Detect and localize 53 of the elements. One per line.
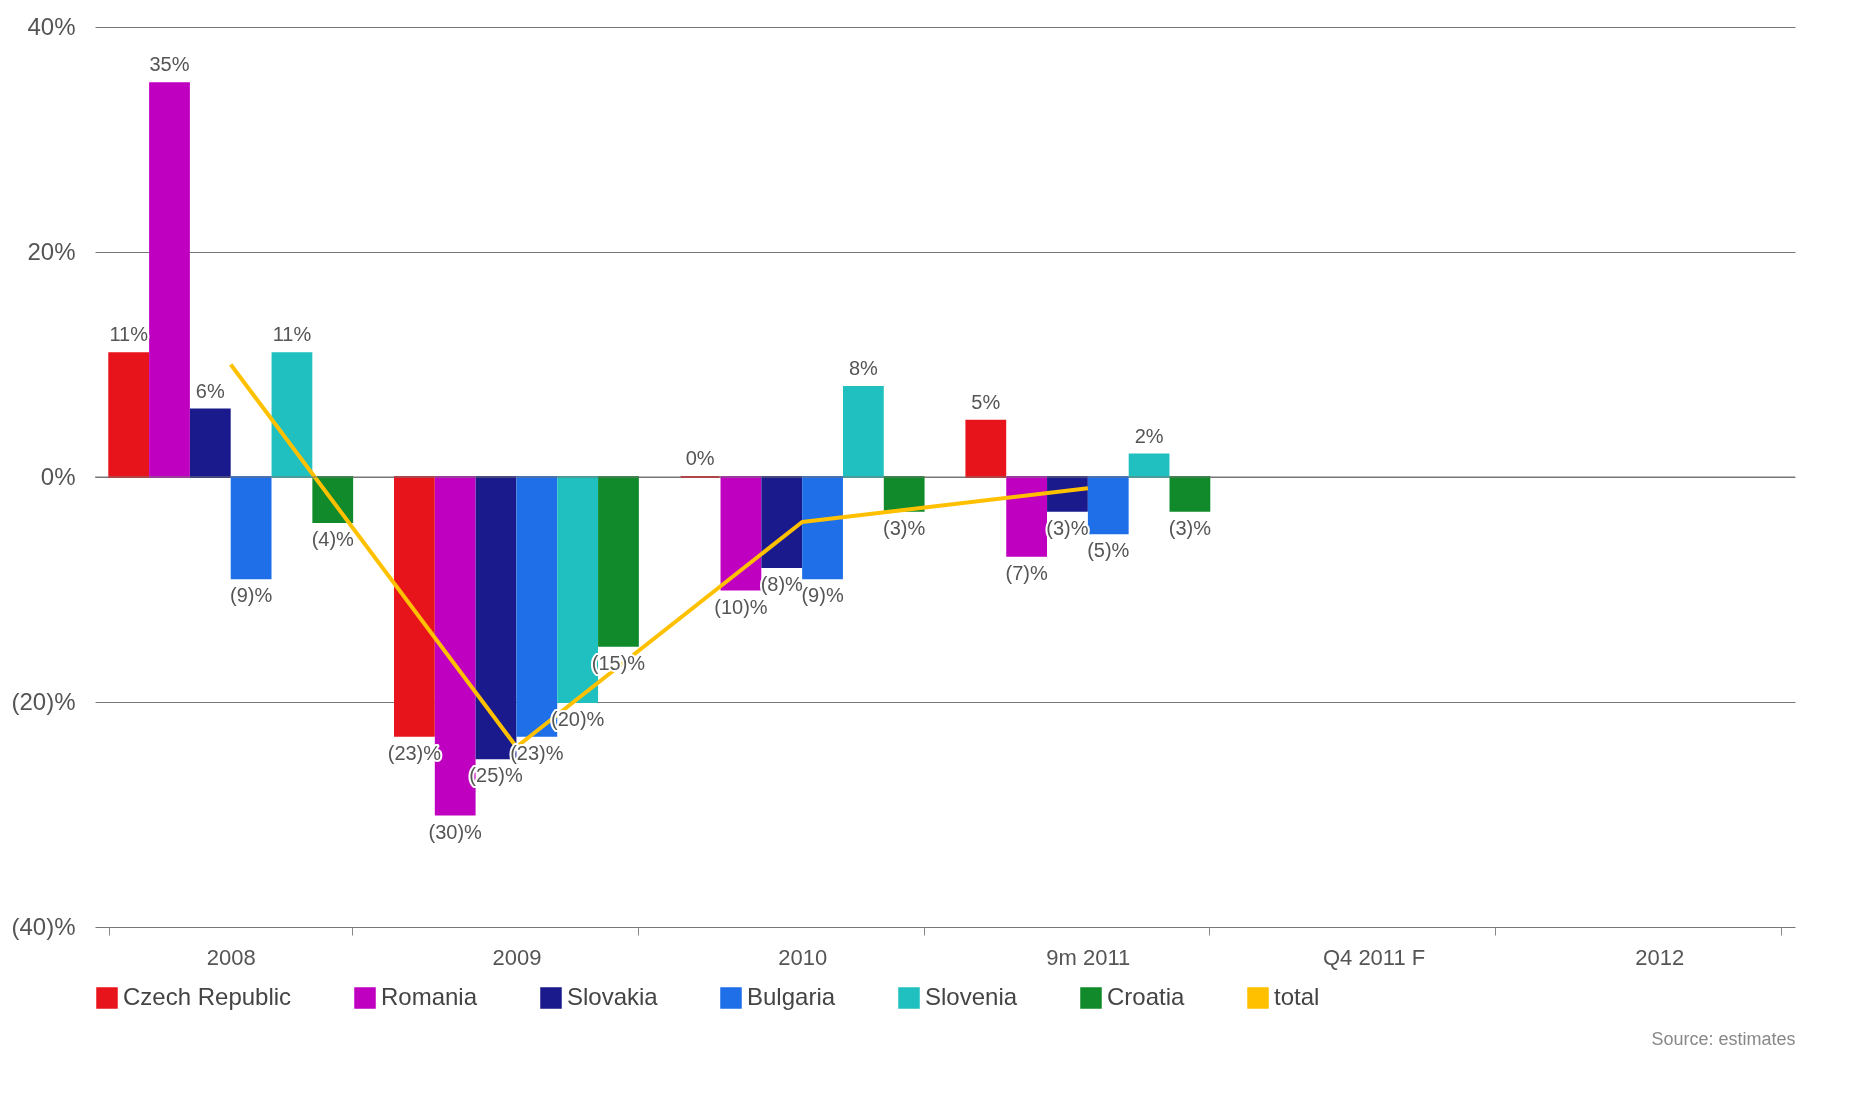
bar (965, 419, 1007, 478)
y-tick-label: 0% (40, 462, 76, 490)
x-tick-label: 2010 (778, 944, 828, 970)
legend-label: Romania (381, 983, 478, 1010)
bar (842, 386, 884, 478)
data-label: (8)% (760, 573, 804, 595)
bar (230, 476, 272, 580)
bar (149, 82, 190, 478)
data-label: (3)% (883, 516, 926, 539)
data-label: 35% (149, 53, 190, 76)
data-label: 11% (109, 323, 149, 346)
data-label: 5% (971, 390, 1001, 413)
bar (1087, 476, 1129, 535)
x-tick-label: 9m 2011 (1046, 944, 1131, 970)
source-note: Source: estimates (1651, 1029, 1796, 1049)
y-tick-label: (20)% (11, 687, 76, 715)
x-tick-label: 2008 (206, 944, 256, 970)
legend-label: Bulgaria (747, 983, 836, 1010)
data-label: (3)% (1046, 516, 1089, 539)
x-tick-label: 2012 (1635, 944, 1685, 970)
legend-label: Croatia (1107, 983, 1186, 1010)
data-label: (5)% (1087, 539, 1130, 562)
data-label: 8% (848, 357, 879, 379)
bar (1006, 476, 1048, 557)
data-label: (3)% (1168, 516, 1212, 539)
bar (271, 352, 313, 478)
legend-label: Slovakia (567, 983, 659, 1010)
data-label: (7)% (1005, 561, 1048, 584)
bar (108, 352, 150, 478)
data-label: 2% (1134, 424, 1164, 447)
legend-label: total (1274, 983, 1320, 1010)
bar (802, 476, 843, 580)
x-tick-label: 2009 (492, 944, 542, 970)
legend-label: Czech Republic (123, 983, 292, 1010)
bar (720, 476, 762, 591)
bar (1169, 476, 1211, 512)
data-label: 6% (195, 379, 225, 402)
data-label: (9)% (230, 584, 273, 607)
legend-label: Slovenia (925, 983, 1018, 1010)
bar (394, 476, 435, 737)
y-tick-label: 20% (27, 237, 76, 265)
bar (598, 476, 639, 647)
data-label: (4)% (311, 528, 355, 550)
y-tick-label: (40)% (11, 912, 76, 940)
data-label: 11% (272, 323, 312, 346)
data-label: (9)% (801, 584, 844, 607)
data-label: 0% (685, 447, 715, 469)
data-label: (30)% (428, 820, 483, 843)
x-tick-label: Q4 2011 F (1322, 944, 1426, 970)
bar (189, 408, 231, 478)
bar (761, 476, 803, 568)
y-tick-label: 40% (27, 12, 76, 40)
data-label: (10)% (714, 595, 768, 618)
